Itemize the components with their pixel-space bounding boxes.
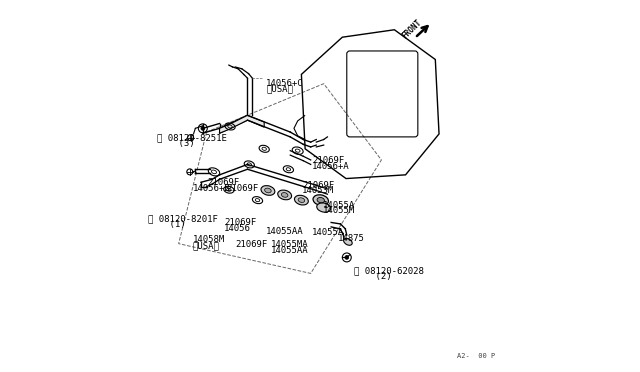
Text: 14056: 14056 bbox=[224, 224, 251, 232]
Text: 21069F: 21069F bbox=[207, 178, 240, 187]
Text: 14055MA: 14055MA bbox=[271, 240, 308, 249]
Text: Ⓑ 08120-62028: Ⓑ 08120-62028 bbox=[354, 266, 424, 275]
Ellipse shape bbox=[282, 193, 288, 197]
Text: 〈USA〉: 〈USA〉 bbox=[193, 241, 220, 250]
Text: 14053M: 14053M bbox=[302, 186, 334, 195]
Text: (3): (3) bbox=[157, 139, 195, 148]
Text: Ⓑ 08120-8201F: Ⓑ 08120-8201F bbox=[148, 214, 218, 223]
Text: 14056+B: 14056+B bbox=[193, 184, 230, 193]
Text: 〈USA〉: 〈USA〉 bbox=[266, 85, 293, 94]
Text: 14055M: 14055M bbox=[323, 206, 355, 215]
Text: 14056+C: 14056+C bbox=[266, 79, 304, 88]
Text: FRONT: FRONT bbox=[401, 18, 424, 41]
Text: 14056+A: 14056+A bbox=[312, 162, 349, 171]
Ellipse shape bbox=[261, 186, 275, 195]
Ellipse shape bbox=[317, 203, 331, 212]
Text: 21069F: 21069F bbox=[227, 185, 259, 193]
Text: 21069F: 21069F bbox=[312, 156, 344, 165]
Text: 14055A: 14055A bbox=[323, 201, 355, 210]
Text: 21069F: 21069F bbox=[235, 240, 268, 249]
Circle shape bbox=[345, 256, 349, 259]
Ellipse shape bbox=[344, 238, 352, 245]
Ellipse shape bbox=[264, 188, 271, 193]
Ellipse shape bbox=[317, 198, 324, 203]
Ellipse shape bbox=[298, 198, 305, 202]
Circle shape bbox=[201, 126, 205, 130]
Text: 14058M: 14058M bbox=[193, 235, 225, 244]
Text: Ⓑ 08120-8251E: Ⓑ 08120-8251E bbox=[157, 133, 227, 142]
Text: 14055AA: 14055AA bbox=[266, 227, 304, 236]
Text: 21069F: 21069F bbox=[224, 218, 256, 227]
Text: A2-  00 P: A2- 00 P bbox=[456, 353, 495, 359]
Text: (2): (2) bbox=[354, 272, 392, 281]
Ellipse shape bbox=[294, 195, 308, 205]
Text: 14875: 14875 bbox=[338, 234, 365, 243]
Text: 21069F: 21069F bbox=[302, 181, 334, 190]
Text: 14055A: 14055A bbox=[312, 228, 344, 237]
Text: 14055AA: 14055AA bbox=[271, 246, 308, 255]
Ellipse shape bbox=[313, 195, 328, 205]
Text: (1): (1) bbox=[148, 220, 186, 229]
Ellipse shape bbox=[278, 190, 292, 200]
Polygon shape bbox=[220, 115, 264, 133]
